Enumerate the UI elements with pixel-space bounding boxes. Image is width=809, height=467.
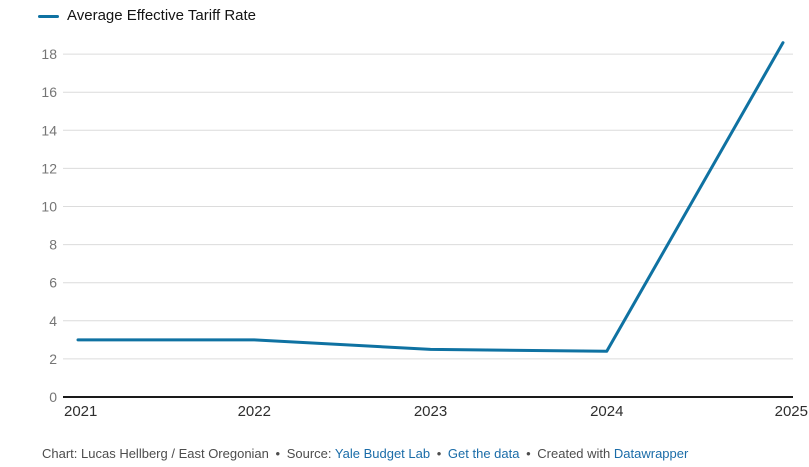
footer-source-prefix: Source: [286,446,332,461]
x-axis-tick-label: 2023 [414,403,447,420]
x-axis-tick-label: 2025 [775,403,808,420]
tariff-rate-line [76,41,785,353]
footer-separator: • [526,446,531,461]
get-the-data-link[interactable]: Get the data [447,446,520,461]
y-axis-tick-label: 12 [41,160,57,176]
y-axis-tick-label: 2 [49,351,57,367]
footer-separator: • [436,446,442,461]
y-axis-tick-label: 10 [41,199,57,215]
legend-line-swatch-icon [38,14,59,18]
legend-label: Average Effective Tariff Rate [67,7,257,24]
y-axis-tick-label: 16 [41,84,57,100]
y-axis-tick-label: 8 [49,237,57,253]
footer-separator: • [275,446,281,461]
footer-created-prefix: Created with [537,446,611,461]
footer-byline: Chart: Lucas Hellberg / East Oregonian [42,446,269,461]
y-axis-tick-label: 6 [49,275,57,291]
y-axis-tick-label: 0 [49,389,57,405]
footer-attribution: Chart: Lucas Hellberg / East Oregonian •… [42,446,688,461]
source-link[interactable]: Yale Budget Lab [334,446,431,461]
legend: Average Effective Tariff Rate [38,7,256,25]
datawrapper-link[interactable]: Datawrapper [613,446,689,461]
x-axis-tick-label: 2024 [590,403,623,420]
y-axis-tick-label: 4 [49,313,57,329]
x-axis-tick-label: 2021 [64,403,97,420]
x-axis-tick-label: 2022 [238,403,271,420]
y-axis-tick-label: 14 [41,122,57,138]
y-axis-tick-label: 18 [41,46,57,62]
